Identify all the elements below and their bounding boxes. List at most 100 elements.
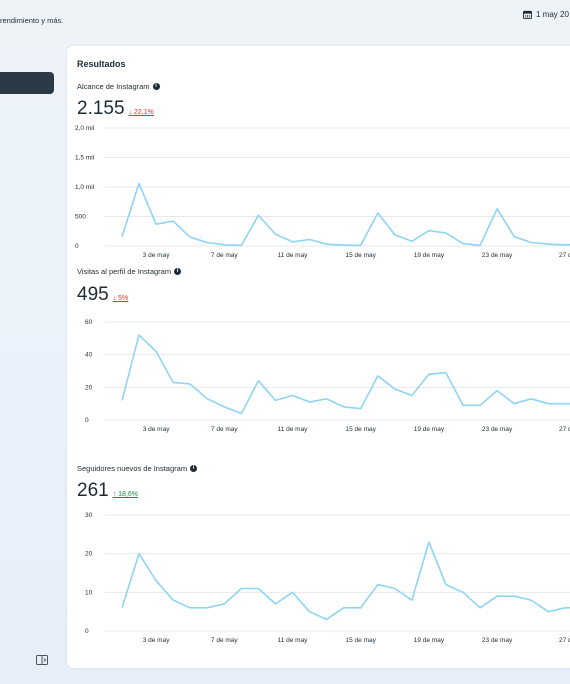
- data-point[interactable]: [154, 222, 159, 227]
- info-icon[interactable]: i: [174, 268, 182, 275]
- info-icon[interactable]: i: [152, 83, 160, 90]
- data-point[interactable]: [443, 231, 448, 236]
- data-point[interactable]: [495, 594, 500, 599]
- calendar-icon: [523, 10, 532, 19]
- data-point[interactable]: [256, 213, 261, 218]
- x-tick-label: 23 de may: [482, 426, 513, 433]
- data-point[interactable]: [120, 605, 125, 610]
- sidebar-selected-item[interactable]: [0, 72, 54, 94]
- data-point[interactable]: [120, 398, 125, 403]
- data-point[interactable]: [375, 210, 380, 215]
- data-point[interactable]: [137, 551, 142, 556]
- data-point[interactable]: [256, 378, 261, 383]
- data-point[interactable]: [512, 234, 517, 239]
- data-point[interactable]: [426, 540, 431, 545]
- data-point[interactable]: [529, 240, 534, 245]
- data-point[interactable]: [341, 243, 346, 248]
- date-range-picker[interactable]: 1 may 20: [523, 10, 569, 19]
- data-point[interactable]: [546, 609, 551, 614]
- data-point[interactable]: [443, 370, 448, 375]
- data-point[interactable]: [222, 601, 227, 606]
- data-point[interactable]: [222, 404, 227, 409]
- data-point[interactable]: [188, 605, 193, 610]
- data-point[interactable]: [495, 388, 500, 393]
- data-point[interactable]: [563, 401, 568, 406]
- data-point[interactable]: [239, 411, 244, 416]
- data-point[interactable]: [137, 333, 142, 338]
- data-point[interactable]: [188, 382, 193, 387]
- data-point[interactable]: [171, 380, 176, 385]
- data-point[interactable]: [409, 239, 414, 244]
- data-point[interactable]: [392, 232, 397, 237]
- data-point[interactable]: [546, 242, 551, 247]
- data-point[interactable]: [426, 372, 431, 377]
- data-point[interactable]: [205, 240, 210, 245]
- data-point[interactable]: [205, 605, 210, 610]
- data-point[interactable]: [307, 609, 312, 614]
- new-followers-line-chart: 0 10 20 30 3 de may 7 de may 11 de may 15 de ma…: [85, 512, 570, 644]
- data-point[interactable]: [461, 241, 466, 246]
- y-tick-label: 0: [85, 417, 89, 424]
- data-point[interactable]: [375, 373, 380, 378]
- data-point[interactable]: [205, 396, 210, 401]
- data-point[interactable]: [546, 401, 551, 406]
- data-point[interactable]: [239, 243, 244, 248]
- data-point[interactable]: [154, 578, 159, 583]
- data-point[interactable]: [358, 243, 363, 248]
- data-point[interactable]: [443, 582, 448, 587]
- data-point[interactable]: [307, 237, 312, 242]
- data-point[interactable]: [375, 582, 380, 587]
- data-point[interactable]: [529, 396, 534, 401]
- profile-visits-label-text: Visitas al perfil de Instagram: [77, 267, 172, 276]
- data-point[interactable]: [256, 586, 261, 591]
- data-point[interactable]: [154, 349, 159, 354]
- data-point[interactable]: [392, 386, 397, 391]
- data-point[interactable]: [171, 598, 176, 603]
- data-point[interactable]: [120, 234, 125, 239]
- data-point[interactable]: [461, 590, 466, 595]
- collapse-panel-icon[interactable]: [36, 655, 48, 665]
- series-line: [121, 334, 570, 415]
- data-point[interactable]: [341, 404, 346, 409]
- data-point[interactable]: [358, 605, 363, 610]
- reach-number: 2.155: [77, 98, 125, 119]
- data-point[interactable]: [324, 617, 329, 622]
- data-point[interactable]: [290, 590, 295, 595]
- data-point[interactable]: [409, 598, 414, 603]
- data-point[interactable]: [512, 401, 517, 406]
- data-point[interactable]: [188, 235, 193, 240]
- data-point[interactable]: [426, 228, 431, 233]
- data-point[interactable]: [324, 242, 329, 247]
- data-point[interactable]: [290, 239, 295, 244]
- x-tick-label: 7 de may: [211, 426, 238, 433]
- y-tick-label: 1,5 mil: [75, 155, 95, 162]
- data-point[interactable]: [290, 393, 295, 398]
- data-point[interactable]: [273, 601, 278, 606]
- data-point[interactable]: [324, 396, 329, 401]
- page-subtitle: rendimiento y más.: [0, 16, 64, 25]
- data-point[interactable]: [529, 598, 534, 603]
- data-point[interactable]: [461, 403, 466, 408]
- data-point[interactable]: [478, 605, 483, 610]
- data-point[interactable]: [495, 206, 500, 211]
- info-icon[interactable]: i: [190, 465, 198, 472]
- data-point[interactable]: [478, 243, 483, 248]
- data-point[interactable]: [273, 232, 278, 237]
- data-point[interactable]: [563, 242, 568, 247]
- data-point[interactable]: [392, 586, 397, 591]
- data-point[interactable]: [239, 586, 244, 591]
- data-point[interactable]: [409, 393, 414, 398]
- results-card: Resultados Alcance de Instagram i 2.155 …: [67, 46, 570, 668]
- data-point[interactable]: [512, 594, 517, 599]
- data-point[interactable]: [358, 406, 363, 411]
- data-point[interactable]: [137, 181, 142, 186]
- data-point[interactable]: [563, 605, 568, 610]
- data-point[interactable]: [222, 242, 227, 247]
- data-point[interactable]: [341, 605, 346, 610]
- data-point[interactable]: [478, 403, 483, 408]
- new-followers-number: 261: [77, 480, 109, 501]
- data-point[interactable]: [307, 400, 312, 405]
- x-tick-label: 19 de may: [414, 252, 445, 259]
- data-point[interactable]: [273, 398, 278, 403]
- data-point[interactable]: [171, 219, 176, 224]
